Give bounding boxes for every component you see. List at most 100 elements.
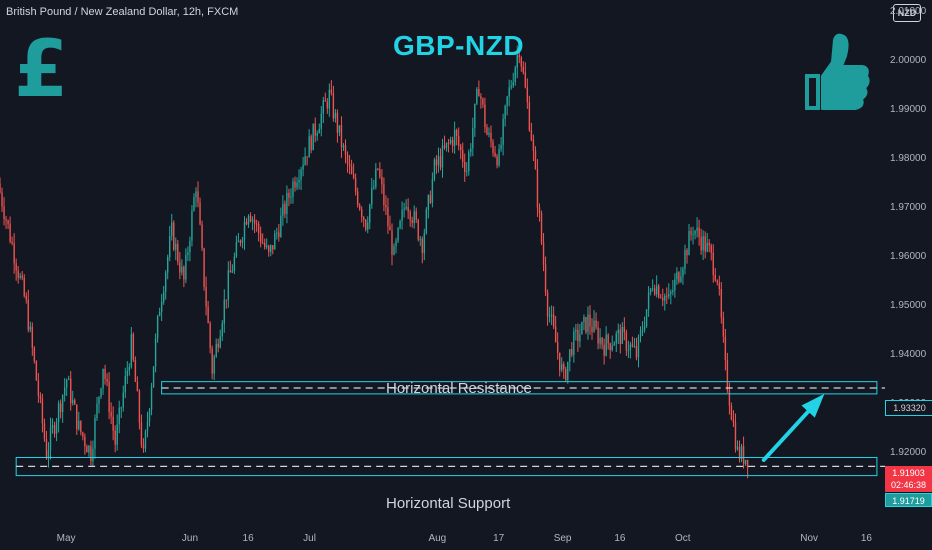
current-price: 1.91903 [892,468,925,478]
candle-body [328,89,331,109]
y-tick-label: 1.97000 [890,201,927,213]
candle-body [49,427,52,451]
y-tick-label: 1.96000 [890,250,927,262]
candle-body [13,243,15,264]
candle-body [672,290,674,292]
candle-body [235,242,238,257]
candle-body [61,395,64,413]
candle-body [704,236,706,252]
candle-body [19,275,21,278]
candle-body [724,336,727,360]
candle-body [569,349,571,362]
candle-body [508,87,510,97]
x-tick-label: 16 [242,533,254,544]
candle-body [7,220,9,224]
candle-body [692,234,694,236]
candle-body [225,299,228,301]
candle-body [464,161,466,172]
candle-body [233,256,236,271]
candle-body [0,183,1,193]
candle-body [74,400,76,405]
candle-body [478,89,480,97]
candle-body [322,100,324,114]
candle-body [518,55,520,58]
candle-body [118,407,120,425]
candle-body [621,327,624,344]
candle-body [405,207,407,209]
candle-body [437,156,440,166]
candle-body [468,152,470,171]
candle-body [65,379,68,388]
candle-body [365,219,367,230]
candle-body [373,186,375,189]
candle-body [395,240,397,247]
y-tick-label: 2.00000 [890,55,927,67]
candle-body [316,133,318,136]
candle-body [326,101,329,109]
candle-body [494,152,496,157]
candle-body [698,227,700,238]
candle-body [17,270,19,278]
candle-body [389,226,391,231]
currency-badge[interactable]: NZD [893,4,921,22]
candle-body [122,392,124,408]
candle-body [346,154,349,165]
candle-body [744,459,747,464]
candle-body [354,178,357,192]
candle-body [152,366,155,388]
candle-body [443,145,446,148]
candle-body [664,295,666,301]
candle-body [33,347,36,362]
candle-body [655,285,658,295]
candle-body [682,268,684,277]
candle-body [221,323,223,337]
candle-body [124,376,126,393]
candle-body [542,242,545,265]
candle-body [453,129,456,146]
candle-body [462,150,464,162]
candle-body [25,296,27,300]
candle-body [490,132,492,142]
candle-body [334,112,337,119]
candle-body [625,332,628,351]
candle-body [59,403,62,413]
candle-body [116,424,118,445]
candle-body [427,195,430,210]
candle-body [100,388,102,397]
candle-body [714,274,716,281]
candle-body [173,222,175,250]
candle-body [419,238,421,240]
candle-body [383,184,385,206]
candle-body [662,297,664,301]
candle-body [571,349,573,355]
candle-body [484,104,486,127]
candle-body [451,139,454,146]
candle-body [241,239,244,243]
candle-body [657,285,660,298]
candle-body [686,250,688,256]
candle-body [320,113,322,129]
y-tick-label: 1.92000 [890,446,927,458]
candle-body [300,169,302,180]
candle-body [615,333,617,344]
candle-body [9,223,11,242]
candle-body [607,334,609,344]
candle-body [575,329,577,332]
candle-body [415,211,417,220]
candle-body [457,136,460,146]
candle-body [217,343,219,348]
candle-body [284,203,286,214]
candle-body [423,233,426,254]
thumbs-up-icon [805,33,870,110]
x-tick-label: 16 [614,533,626,544]
candle-body [447,142,450,144]
candle-body [160,301,163,312]
candle-body [702,236,704,251]
x-tick-label: 17 [493,533,505,544]
candle-body [635,346,638,358]
x-tick-label: Jun [181,533,199,544]
candle-body [482,98,484,105]
candle-body [94,417,96,449]
candle-body [722,317,725,337]
